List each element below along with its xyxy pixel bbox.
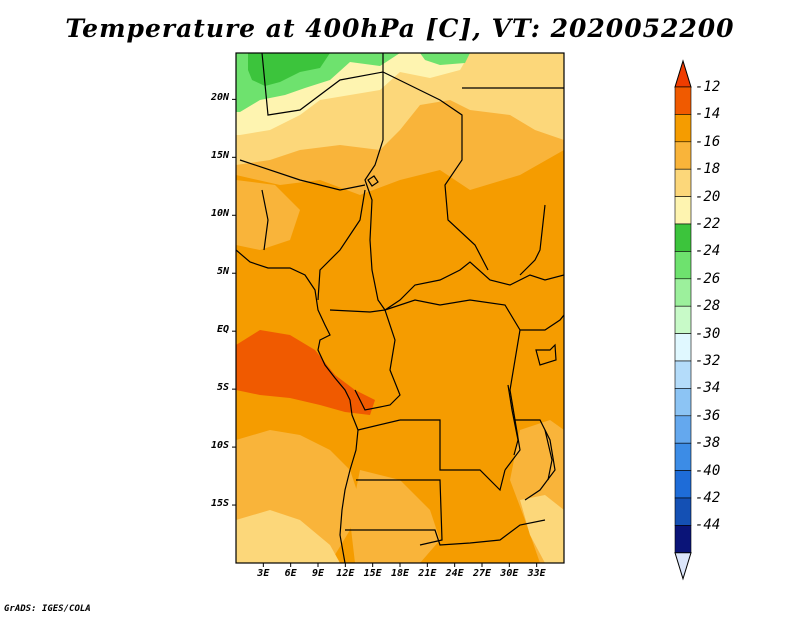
- border-drc-south: [400, 419, 506, 492]
- border-niger-nigeria: [239, 159, 366, 191]
- lat-label-eq: EQ: [216, 324, 229, 336]
- lat-label-10n: 10N: [210, 208, 229, 220]
- field-zone-24-patch: [420, 53, 470, 65]
- lat-label-15s: 15S: [210, 498, 229, 510]
- colorbar-label: -18: [695, 161, 721, 178]
- colorbar-label: -44: [695, 517, 721, 534]
- lon-label-15e: 15E: [363, 568, 382, 579]
- colorbar-swatch: [674, 141, 692, 170]
- lon-label-30e: 30E: [500, 568, 519, 579]
- colorbar-swatch: [674, 114, 692, 143]
- lake-malawi: [544, 429, 553, 481]
- colorbar-swatch: [674, 168, 692, 197]
- lon-label-12e: 12E: [336, 568, 355, 579]
- field-zone-12: [236, 330, 375, 415]
- lat-label-15n: 15N: [210, 150, 229, 162]
- country-borders: [236, 53, 564, 563]
- colorbar-label: -34: [695, 380, 721, 397]
- colorbar-label: -20: [695, 188, 721, 205]
- colorbar-label: -32: [695, 353, 721, 369]
- colorbar-swatch: [674, 525, 692, 554]
- colorbar-swatch: [674, 86, 692, 115]
- field-zone-18-southwest: [236, 510, 340, 563]
- colorbar-swatch: [674, 470, 692, 499]
- lat-label-5n: 5N: [216, 266, 229, 278]
- colorbar-label: -38: [695, 435, 721, 452]
- lake-victoria: [535, 343, 557, 366]
- colorbar-swatch: [674, 415, 692, 444]
- colorbar-label: -22: [695, 216, 721, 232]
- lon-label-18e: 18E: [390, 568, 410, 579]
- map-title: Temperature at 400hPa [C], VT: 202005220…: [65, 14, 735, 43]
- colorbar-label: -36: [695, 407, 721, 424]
- colorbar-bottom-triangle: [674, 552, 692, 581]
- colorbar-label: -14: [695, 106, 721, 123]
- border-niger: [261, 53, 384, 116]
- lon-label-21e: 21E: [418, 568, 437, 579]
- lon-label-27e: 27E: [472, 568, 492, 579]
- colorbar-swatch: [674, 223, 692, 252]
- border-ethiopia: [519, 204, 546, 276]
- axis-ticks: [232, 98, 538, 567]
- border-uganda: [520, 314, 564, 331]
- colorbar-label: -12: [695, 79, 721, 95]
- colorbar-swatch: [674, 442, 692, 471]
- colorbar-label: -30: [695, 325, 721, 342]
- colorbar-swatch: [674, 497, 692, 526]
- field-zone-18-southeast: [520, 495, 564, 563]
- lake-chad: [367, 175, 379, 187]
- colorbar-swatch: [674, 278, 692, 307]
- border-angola-zambia: [356, 479, 443, 546]
- field-zone-16-south-center: [350, 470, 440, 563]
- border-namibia: [345, 519, 546, 546]
- lat-label-10s: 10S: [210, 440, 229, 452]
- field-zone-22: [248, 53, 330, 86]
- colorbar-label: -28: [695, 298, 721, 315]
- colorbar-swatch: [674, 305, 692, 334]
- lake-tanganyika: [507, 384, 519, 456]
- lat-label-5s: 5S: [216, 382, 229, 394]
- colorbar-top-triangle: [674, 59, 692, 88]
- colorbar-swatch: [674, 388, 692, 417]
- colorbar: [674, 59, 692, 581]
- lat-label-20n: 20N: [210, 92, 229, 104]
- border-benin: [261, 189, 269, 251]
- colorbar-label: -16: [695, 133, 721, 150]
- border-libya-sudan: [382, 71, 489, 271]
- colorbar-swatch: [674, 251, 692, 280]
- colorbar-label: -24: [695, 243, 721, 260]
- colorbar-label: -26: [695, 270, 721, 287]
- border-congo: [329, 309, 401, 411]
- colorbar-swatch: [674, 196, 692, 225]
- border-malawi: [515, 419, 556, 501]
- border-central: [364, 53, 564, 311]
- lon-label-3e: 3E: [257, 568, 270, 579]
- lon-label-6e: 6E: [284, 568, 297, 579]
- coastline: [236, 249, 359, 563]
- lon-label-9e: 9E: [311, 568, 325, 579]
- border-angola-north: [357, 419, 401, 431]
- colorbar-swatch: [674, 360, 692, 389]
- temperature-field: [236, 53, 564, 563]
- field-zone-16-west: [236, 180, 300, 250]
- border-nigeria-cameroon: [317, 189, 366, 301]
- lon-label-24e: 24E: [445, 568, 464, 579]
- colorbar-label: -40: [695, 462, 721, 479]
- credit-text: GrADS: IGES/COLA: [4, 604, 91, 614]
- lon-label-33e: 33E: [527, 568, 546, 579]
- colorbar-swatch: [674, 333, 692, 362]
- colorbar-label: -42: [695, 490, 721, 506]
